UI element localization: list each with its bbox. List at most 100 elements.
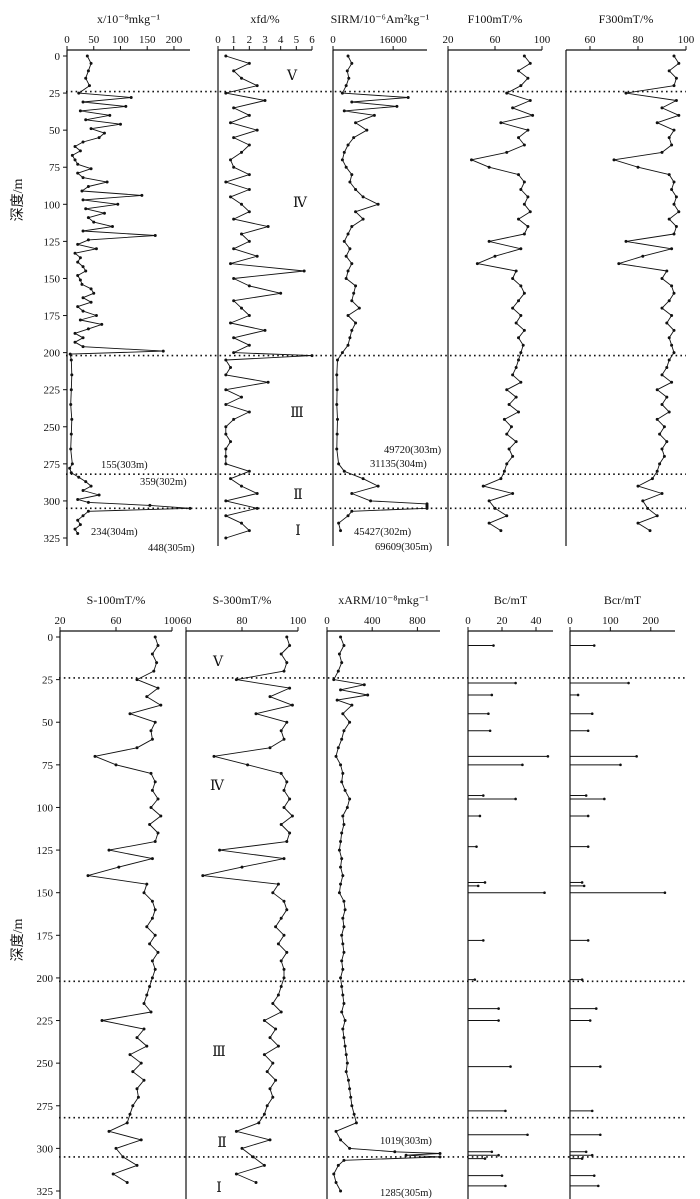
- data-point: [672, 54, 676, 58]
- x-tick-label: 100: [602, 615, 619, 627]
- data-point: [497, 1007, 500, 1010]
- data-point: [254, 712, 258, 716]
- data-point: [672, 291, 676, 295]
- data-point: [522, 54, 526, 58]
- data-point: [142, 1001, 146, 1005]
- data-point: [279, 652, 283, 656]
- data-point: [342, 109, 346, 113]
- data-point: [341, 942, 345, 946]
- data-point: [94, 314, 98, 318]
- data-point: [334, 1129, 338, 1133]
- data-point: [276, 882, 280, 886]
- data-point: [89, 167, 93, 171]
- data-point: [229, 477, 233, 481]
- data-point: [76, 162, 80, 166]
- data-point: [341, 771, 345, 775]
- data-point: [345, 805, 349, 809]
- data-point: [526, 195, 530, 199]
- data-point: [362, 683, 366, 687]
- data-point: [341, 712, 345, 716]
- data-point: [483, 881, 487, 884]
- data-point: [240, 521, 243, 525]
- data-point: [655, 469, 659, 473]
- data-point: [125, 1121, 129, 1125]
- data-point: [69, 432, 73, 436]
- data-point: [490, 693, 494, 697]
- data-point: [145, 993, 149, 997]
- data-point: [660, 447, 664, 451]
- x-tick-label: 400: [364, 615, 381, 627]
- data-point: [266, 380, 270, 384]
- data-point: [135, 1036, 139, 1040]
- data-point: [350, 225, 354, 229]
- data-point: [343, 1044, 347, 1048]
- data-point: [342, 150, 346, 154]
- data-point: [290, 814, 294, 818]
- depth-tick-label: 200: [44, 348, 61, 360]
- annotation-sirm-69609: 69609(305m): [375, 542, 433, 553]
- depth-tick-label: 225: [37, 1016, 54, 1028]
- data-point: [499, 477, 503, 481]
- data-point: [232, 69, 236, 73]
- data-point: [224, 388, 228, 392]
- data-point: [140, 193, 144, 197]
- data-point: [336, 1163, 340, 1167]
- data-point: [483, 1157, 487, 1160]
- data-point: [343, 788, 347, 792]
- data-point: [594, 1007, 598, 1010]
- data-point: [343, 1019, 347, 1023]
- data-point: [118, 122, 122, 126]
- data-point: [85, 54, 89, 58]
- data-point: [346, 269, 350, 273]
- data-trace: [202, 636, 293, 1183]
- data-point: [339, 635, 343, 639]
- data-point: [224, 180, 228, 184]
- x-axis-title: Bcr/mT: [604, 593, 642, 607]
- data-point: [354, 321, 358, 325]
- data-point: [335, 403, 339, 407]
- data-point: [247, 143, 251, 147]
- data-point: [526, 225, 530, 229]
- data-point: [336, 669, 340, 673]
- data-point: [339, 529, 343, 533]
- data-point: [110, 225, 114, 229]
- data-point: [519, 314, 523, 318]
- depth-tick-label: 50: [49, 125, 61, 137]
- data-point: [505, 462, 509, 466]
- data-point: [156, 644, 160, 648]
- data-point: [78, 149, 82, 153]
- data-point: [500, 1174, 504, 1177]
- data-point: [586, 814, 590, 818]
- data-point: [660, 106, 664, 110]
- data-point: [528, 98, 532, 102]
- data-point: [156, 686, 160, 690]
- data-point: [662, 454, 666, 458]
- data-point: [229, 321, 233, 325]
- data-point: [232, 299, 236, 303]
- depth-tick-label: 325: [37, 1186, 54, 1198]
- data-point: [619, 763, 622, 767]
- data-point: [517, 336, 520, 340]
- depth-tick-label: 0: [48, 632, 54, 644]
- data-point: [86, 509, 90, 513]
- data-point: [337, 521, 341, 525]
- x-tick-label: 4: [278, 34, 284, 46]
- data-point: [142, 891, 146, 895]
- x-axis-title: F300mT/%: [599, 12, 654, 26]
- data-point: [641, 254, 645, 258]
- data-point: [672, 128, 676, 132]
- x-tick-label: 0: [330, 34, 336, 46]
- data-point: [81, 265, 85, 269]
- data-point: [667, 173, 671, 177]
- data-point: [232, 276, 236, 280]
- data-point: [478, 814, 482, 818]
- data-point: [282, 976, 286, 980]
- data-point: [348, 180, 352, 184]
- data-point: [212, 754, 216, 758]
- depth-axis-label-top: 深度/m: [10, 179, 26, 222]
- data-point: [279, 771, 283, 775]
- data-point: [224, 373, 228, 377]
- data-point: [344, 165, 348, 169]
